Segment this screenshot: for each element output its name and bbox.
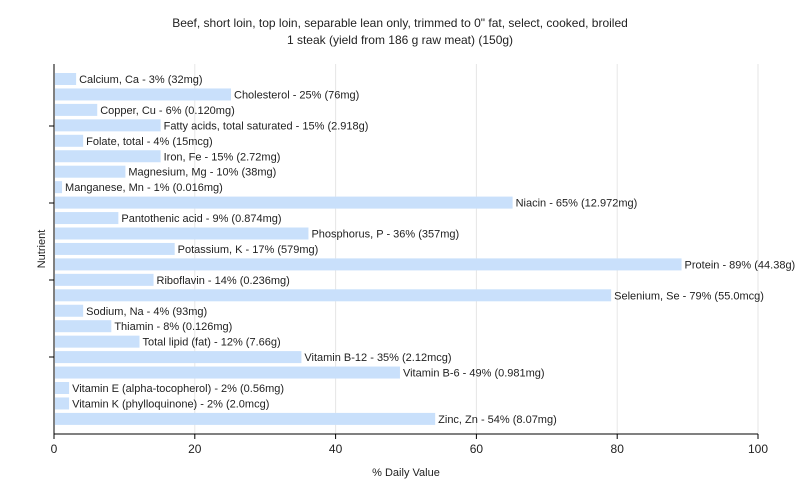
x-tick-label: 100 <box>748 442 768 456</box>
bar-label: Vitamin B-12 - 35% (2.12mcg) <box>304 352 451 364</box>
bar <box>55 150 161 163</box>
bar <box>55 181 63 194</box>
bar <box>55 134 84 147</box>
x-tick-label: 20 <box>188 442 202 456</box>
bar <box>55 227 309 240</box>
chart-title: Beef, short loin, top loin, separable le… <box>172 16 628 30</box>
bar <box>55 273 154 286</box>
chart-subtitle: 1 steak (yield from 186 g raw meat) (150… <box>287 33 513 47</box>
bar-label: Niacin - 65% (12.972mg) <box>516 198 638 210</box>
bar-label: Total lipid (fat) - 12% (7.66g) <box>142 337 280 349</box>
bar-label: Vitamin K (phylloquinone) - 2% (2.0mcg) <box>72 398 269 410</box>
bar <box>55 258 682 271</box>
bar-label: Magnesium, Mg - 10% (38mg) <box>128 167 276 179</box>
bar <box>55 304 84 317</box>
bar <box>55 289 612 302</box>
bar-label: Sodium, Na - 4% (93mg) <box>86 306 207 318</box>
bar-label: Pantothenic acid - 9% (0.874mg) <box>121 213 281 225</box>
bar <box>55 366 400 379</box>
bar <box>55 212 119 225</box>
bar-label: Folate, total - 4% (15mcg) <box>86 136 213 148</box>
bar-label: Manganese, Mn - 1% (0.016mg) <box>65 182 223 194</box>
bar-label: Phosphorus, P - 36% (357mg) <box>311 229 459 241</box>
x-axis-label: % Daily Value <box>372 467 440 479</box>
bar-label: Potassium, K - 17% (579mg) <box>178 244 319 256</box>
bar-label: Vitamin E (alpha-tocopherol) - 2% (0.56m… <box>72 383 284 395</box>
bar-label: Cholesterol - 25% (76mg) <box>234 89 359 101</box>
bar-label: Zinc, Zn - 54% (8.07mg) <box>438 414 557 426</box>
bar <box>55 88 231 101</box>
bar <box>55 397 70 410</box>
bar <box>55 242 175 255</box>
axes: 0 20 40 60 80 100 <box>49 64 768 456</box>
x-tick-label: 80 <box>611 442 625 456</box>
bar <box>55 320 112 333</box>
bar <box>55 351 302 364</box>
bar-label: Thiamin - 8% (0.126mg) <box>114 321 232 333</box>
bar-label: Selenium, Se - 79% (55.0mcg) <box>614 290 764 302</box>
x-tick-label: 60 <box>470 442 484 456</box>
bar <box>55 382 70 394</box>
bar-label: Copper, Cu - 6% (0.120mg) <box>100 105 235 117</box>
bars: Calcium, Ca - 3% (32mg) Cholesterol - 25%… <box>55 73 795 426</box>
bar-label: Protein - 89% (44.38g) <box>685 259 796 271</box>
bar-label: Fatty acids, total saturated - 15% (2.91… <box>164 120 369 132</box>
bar <box>55 103 98 116</box>
bar-label: Vitamin B-6 - 49% (0.981mg) <box>403 368 545 380</box>
bar <box>55 196 513 209</box>
bar <box>55 73 77 85</box>
bar <box>55 119 161 132</box>
x-tick-label: 40 <box>329 442 343 456</box>
bar <box>55 165 126 178</box>
x-tick-label: 0 <box>51 442 58 456</box>
bar-label: Iron, Fe - 15% (2.72mg) <box>164 151 281 163</box>
y-axis-label: Nutrient <box>36 230 48 269</box>
bar-label: Riboflavin - 14% (0.236mg) <box>157 275 290 287</box>
bar <box>55 412 436 425</box>
bar <box>55 335 140 348</box>
bar-label: Calcium, Ca - 3% (32mg) <box>79 74 202 86</box>
